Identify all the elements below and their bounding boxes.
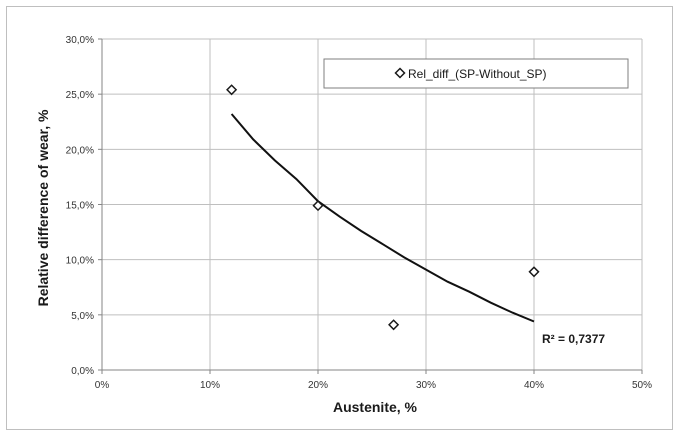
trendline [230, 113, 535, 323]
x-tick-label: 0% [95, 380, 110, 391]
x-axis-title: Austenite, % [333, 399, 418, 415]
x-tick-label: 10% [200, 380, 220, 391]
y-tick-label: 10,0% [66, 256, 94, 267]
data-point [528, 266, 540, 278]
data-point [388, 319, 400, 331]
r-squared-label: R² = 0,7377 [542, 332, 605, 346]
y-tick-label: 5,0% [71, 311, 94, 322]
x-tick-label: 20% [308, 380, 328, 391]
y-tick-label: 30,0% [66, 35, 94, 46]
x-tick-label: 40% [524, 380, 544, 391]
y-tick-label: 25,0% [66, 90, 94, 101]
trendline-group [230, 113, 535, 323]
data-points [226, 84, 540, 331]
x-tick-labels: 0% 10% 20% 30% 40% 50% [95, 380, 652, 391]
y-tick-label: 15,0% [66, 201, 94, 212]
y-tick-labels: 0,0% 5,0% 10,0% 15,0% 20,0% 25,0% 30,0% [66, 35, 94, 377]
data-point [226, 84, 238, 96]
axes [98, 38, 643, 374]
x-tick-label: 50% [632, 380, 652, 391]
legend-label: Rel_diff_(SP-Without_SP) [408, 67, 547, 81]
y-tick-label: 0,0% [71, 366, 94, 377]
legend: Rel_diff_(SP-Without_SP) [323, 58, 629, 89]
y-axis-title: Relative difference of wear, % [35, 109, 51, 306]
data-point [312, 200, 324, 212]
grid-lines [101, 38, 643, 371]
y-tick-label: 20,0% [66, 145, 94, 156]
legend-marker-icon [394, 67, 406, 79]
legend-diamond-icon [394, 67, 406, 79]
x-tick-label: 30% [416, 380, 436, 391]
legend-box [323, 58, 629, 89]
